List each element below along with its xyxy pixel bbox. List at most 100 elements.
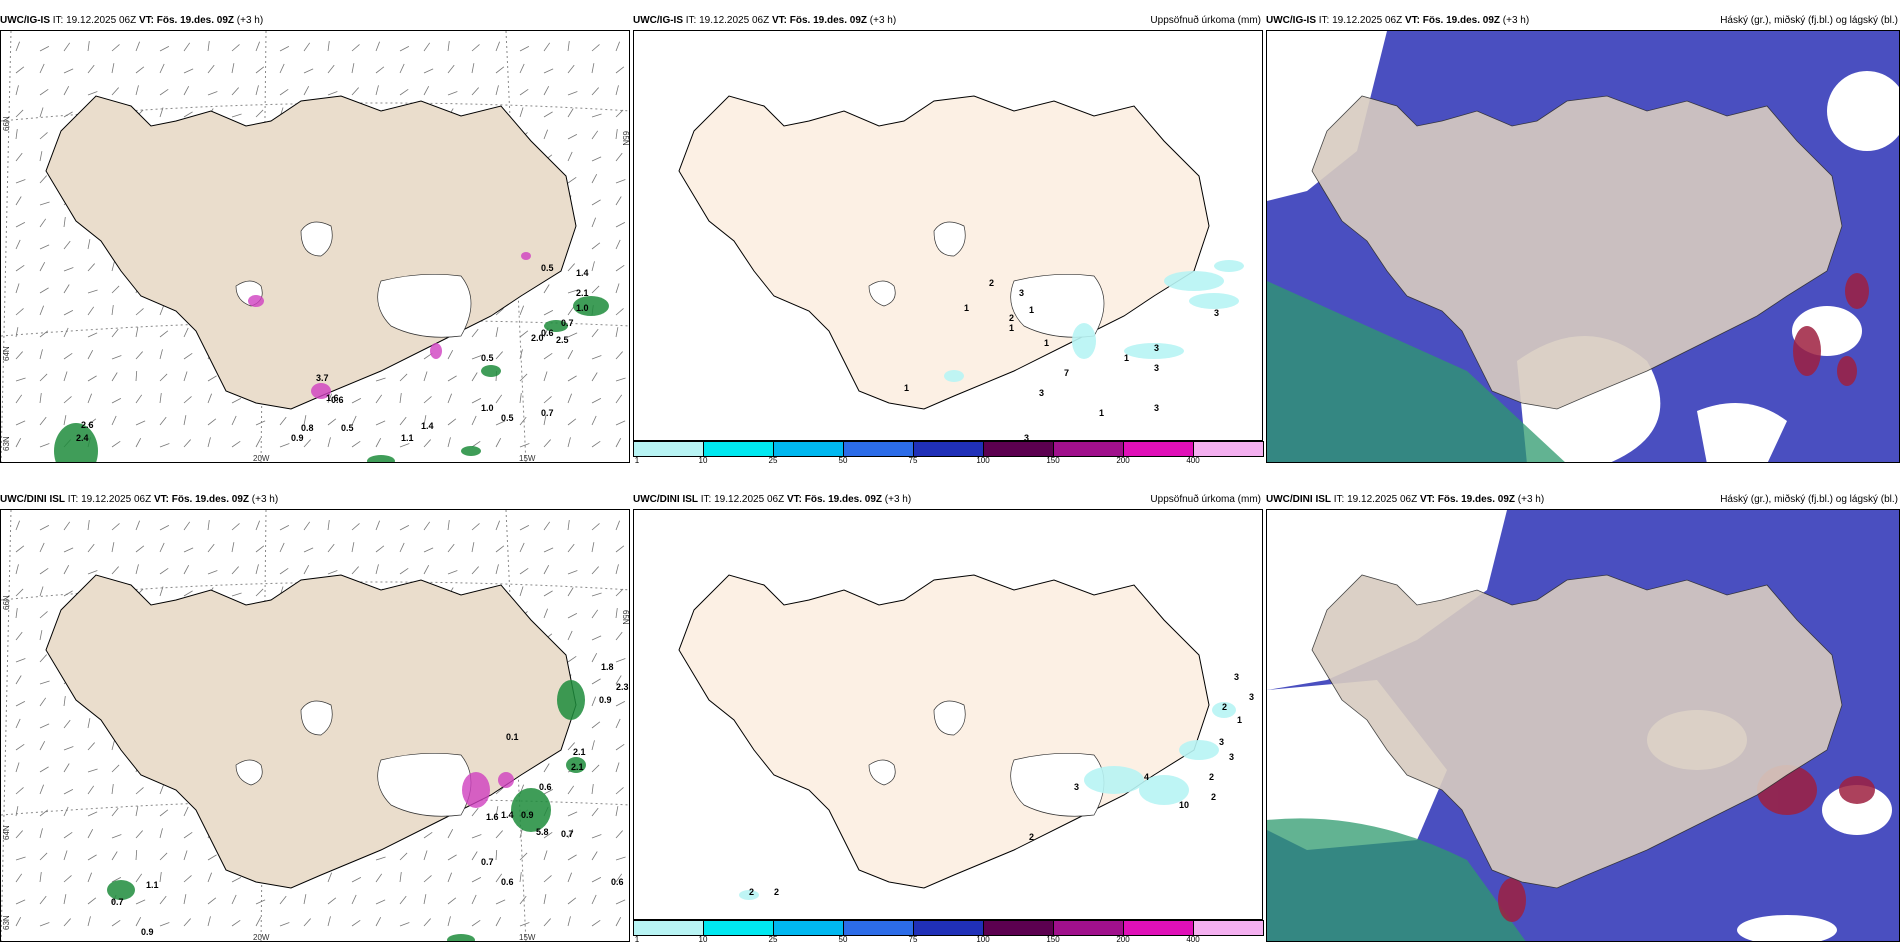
- wind-barb: [543, 590, 553, 597]
- wind-barb: [375, 899, 386, 905]
- colorbar-swatch: [633, 920, 704, 936]
- map-frame[interactable]: 3 3 2 1 3 3 2 4 3 10 2 2 2 2: [633, 509, 1263, 920]
- value-label: 5.8: [536, 827, 549, 837]
- wind-barb: [591, 113, 602, 118]
- wind-barb: [207, 854, 217, 861]
- wind-barb: [375, 916, 382, 927]
- wind-barb: [423, 832, 433, 839]
- wind-barb: [519, 416, 527, 426]
- wind-barb: [135, 437, 142, 448]
- wind-barb: [567, 64, 575, 74]
- wind-barb: [519, 330, 529, 338]
- wind-barb: [303, 415, 307, 426]
- value-label: 1.0: [576, 303, 589, 313]
- map-frame[interactable]: [1266, 509, 1900, 942]
- wind-barb: [567, 897, 577, 905]
- colorbar-label: 50: [838, 935, 848, 944]
- wind-barb: [15, 718, 21, 729]
- wind-barb: [15, 152, 23, 162]
- wind-barb: [543, 564, 550, 575]
- wind-barb: [207, 375, 217, 382]
- value-label: 10: [1179, 800, 1189, 810]
- wind-barb: [39, 611, 48, 619]
- lead-time: (+3 h): [884, 494, 912, 505]
- wind-barb: [159, 46, 170, 52]
- panel-precip-igis: UWC/IG-IS IT: 19.12.2025 06Z VT: Fös. 19…: [633, 15, 1264, 465]
- wind-barb: [15, 520, 20, 531]
- value-label: 0.9: [141, 927, 154, 937]
- wind-barb: [111, 415, 117, 426]
- value-label: 0.7: [561, 318, 574, 328]
- wind-barb: [471, 851, 478, 861]
- wind-barb: [591, 173, 598, 184]
- wind-barb: [591, 834, 602, 839]
- wind-barb: [399, 872, 402, 883]
- cloud-map: [1267, 31, 1899, 462]
- panel-subtitle: Háský (gr.), miðský (fj.bl.) og lágský (…: [1720, 494, 1898, 505]
- colorbar-swatch: [633, 441, 704, 457]
- value-label: 2.4: [76, 433, 89, 443]
- value-label: 3: [1024, 433, 1029, 441]
- wind-barb: [135, 830, 143, 839]
- colorbar-swatch: [913, 441, 984, 457]
- wind-barb: [87, 418, 97, 426]
- wind-barb: [135, 564, 139, 575]
- wind-barb: [351, 523, 360, 531]
- colorbar-swatch: [703, 441, 774, 457]
- wind-barb: [519, 443, 530, 448]
- wind-barb: [423, 521, 431, 531]
- wind-barb: [255, 545, 265, 553]
- wind-barb: [567, 613, 578, 619]
- wind-barb: [111, 355, 122, 360]
- wind-barb: [39, 151, 43, 162]
- wind-barb: [567, 916, 571, 927]
- wind-barb: [615, 66, 625, 74]
- wind-barb: [567, 437, 571, 448]
- wind-barb: [567, 872, 572, 883]
- wind-barb: [567, 811, 578, 817]
- map-frame[interactable]: 0.5 1.4 2.1 1.0 0.7 0.6 2.0 2.5 0.5 0.7 1.0 0.5 1.4 1…: [0, 30, 630, 463]
- wind-barb: [615, 222, 626, 228]
- wind-barb: [519, 828, 523, 839]
- wind-barb: [15, 377, 26, 382]
- valid-time-label: VT:: [138, 15, 154, 26]
- wind-barb: [39, 89, 49, 96]
- wind-barb: [63, 875, 72, 883]
- map-frame[interactable]: [1266, 30, 1900, 463]
- value-label: 1: [1124, 353, 1129, 363]
- valid-time: Fös. 19.des. 09Z: [1422, 15, 1501, 26]
- wind-barb: [615, 520, 620, 531]
- wind-barb: [87, 872, 92, 883]
- wind-barb: [351, 87, 359, 96]
- wind-barb: [519, 305, 524, 316]
- wind-barb: [207, 897, 217, 905]
- wind-barb: [375, 85, 379, 96]
- value-label: 3: [1039, 388, 1044, 398]
- value-label: 1: [1029, 305, 1034, 315]
- wind-barb: [39, 542, 45, 553]
- wind-barb: [87, 91, 98, 96]
- wind-barb: [495, 849, 498, 861]
- wind-barb: [39, 922, 50, 927]
- wind-barb: [183, 894, 187, 905]
- wind-barb: [39, 218, 47, 228]
- wind-barb: [135, 787, 144, 795]
- wind-barb: [351, 415, 357, 426]
- map-frame[interactable]: 23121117133433133121: [633, 30, 1263, 441]
- wind-barb: [423, 415, 427, 426]
- wind-barb: [591, 678, 601, 685]
- wind-barb: [399, 89, 409, 96]
- wind-barb: [15, 283, 20, 294]
- wind-barb: [519, 586, 524, 597]
- wind-barb: [183, 918, 191, 927]
- wind-barb: [231, 63, 235, 74]
- valid-time: Fös. 19.des. 09Z: [1437, 494, 1516, 505]
- wind-barb: [543, 111, 553, 118]
- map-frame[interactable]: 0.1 1.8 2.3 0.9 2.1 0.6 1.4 0.9 1.6 5.8 0.7 0.7 0.6 0…: [0, 509, 630, 942]
- wind-barb: [159, 895, 167, 905]
- wind-barb: [207, 916, 211, 927]
- wind-barb: [63, 284, 70, 294]
- wind-barb: [327, 41, 330, 52]
- wind-barb: [159, 107, 164, 118]
- wind-barb: [111, 328, 119, 338]
